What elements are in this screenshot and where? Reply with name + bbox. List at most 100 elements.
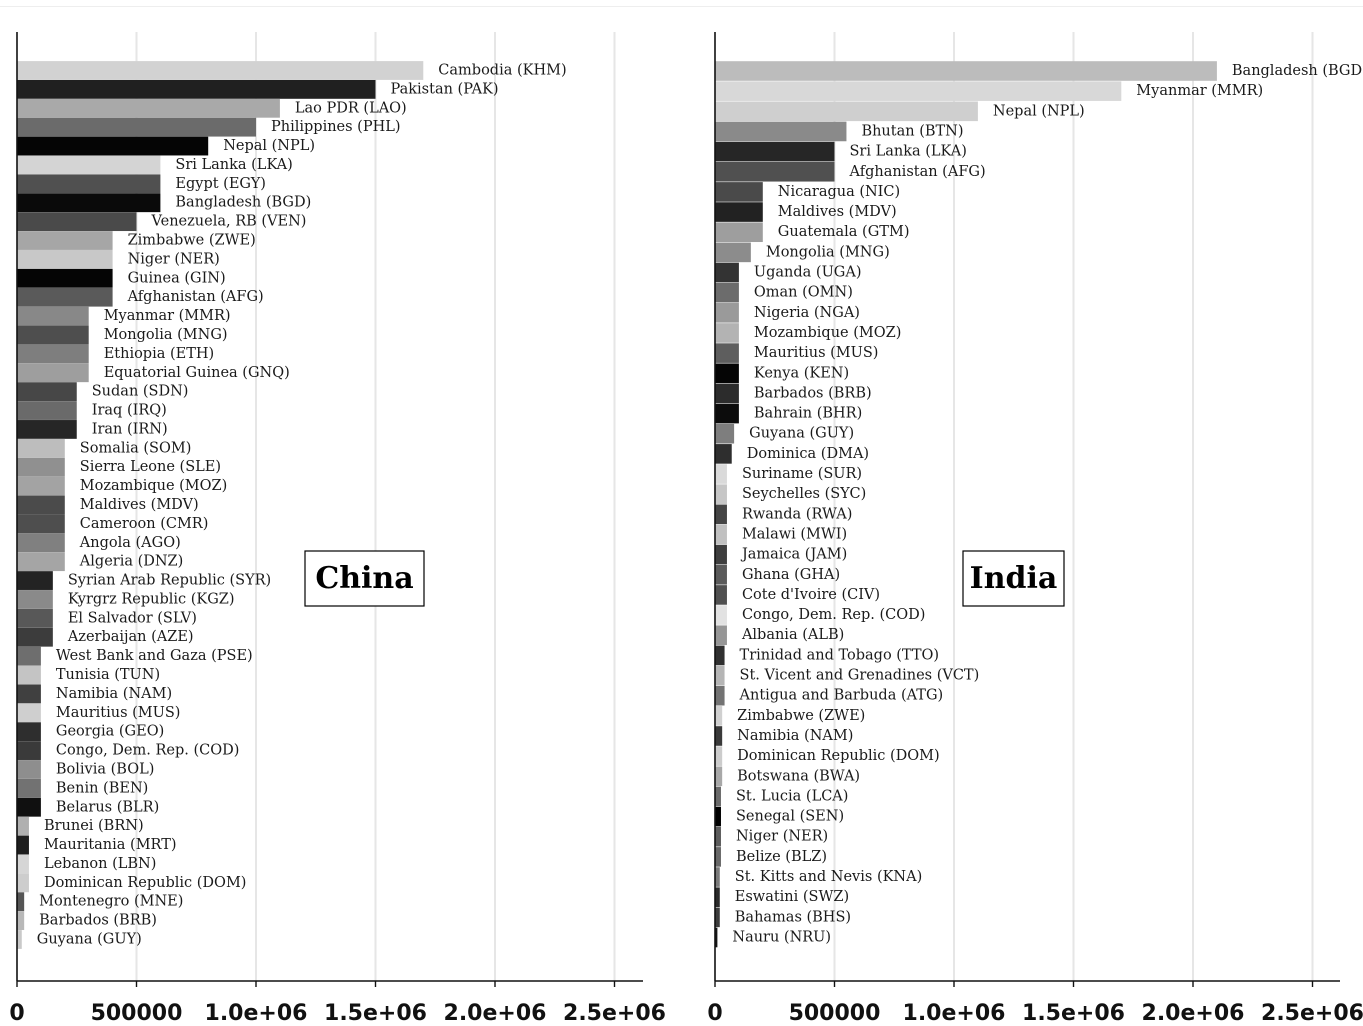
- china-bar-label: Mozambique (MOZ): [80, 478, 227, 494]
- china-panel-title: China: [315, 561, 413, 596]
- china-bar-label: Mauritania (MRT): [44, 837, 177, 853]
- china-panel: Cambodia (KHM) Pakistan (PAK) Lao PDR (LAO…: [9, 32, 666, 1026]
- india-bar-label: St. Vicent and Grenadines (VCT): [740, 668, 980, 684]
- china-bar: [17, 816, 29, 836]
- india-bar-label: Mozambique (MOZ): [754, 325, 901, 341]
- india-bar: [715, 222, 763, 243]
- india-bar-label: Dominican Republic (DOM): [737, 748, 940, 764]
- india-bar-label: Namibia (NAM): [737, 728, 853, 744]
- india-bar: [715, 907, 720, 928]
- china-bar: [17, 174, 161, 194]
- india-bar: [715, 262, 739, 283]
- india-bar: [715, 665, 725, 686]
- india-bar: [715, 282, 739, 303]
- india-bar-label: Suriname (SUR): [742, 466, 862, 482]
- india-bar: [715, 605, 727, 625]
- india-bar: [715, 927, 718, 948]
- india-bar-label: Nepal (NPL): [993, 103, 1085, 119]
- china-bar: [17, 382, 77, 402]
- china-bar-label: Tunisia (TUN): [56, 667, 160, 683]
- china-bar-label: Cambodia (KHM): [438, 63, 566, 79]
- india-bar: [715, 464, 727, 484]
- china-bar-label: Brunei (BRN): [44, 818, 144, 834]
- china-bar: [17, 533, 65, 553]
- china-bar-label: Myanmar (MMR): [104, 308, 231, 324]
- india-bar-label: Mauritius (MUS): [754, 345, 879, 361]
- china-bar-label: Lao PDR (LAO): [295, 100, 407, 116]
- india-bar-label: St. Kitts and Nevis (KNA): [735, 869, 922, 885]
- china-bar-label: Azerbaijan (AZE): [67, 629, 194, 645]
- india-tick-label: 1.5e+06: [1022, 1001, 1125, 1026]
- china-bar: [17, 684, 41, 704]
- china-bar: [17, 250, 113, 269]
- china-bar-label: Egypt (EGY): [175, 176, 266, 192]
- china-bar-label: Lebanon (LBN): [44, 856, 156, 872]
- india-tick-label: 2.0e+06: [1142, 1001, 1245, 1026]
- india-bar: [715, 685, 725, 706]
- india-bar-label: Nicaragua (NIC): [778, 184, 900, 200]
- china-bar: [17, 930, 22, 949]
- india-bar-label: Dominica (DMA): [747, 446, 869, 462]
- china-bar-label: Algeria (DNZ): [79, 554, 184, 570]
- india-bar-label: Barbados (BRB): [754, 385, 872, 401]
- china-bar-label: Philippines (PHL): [271, 119, 401, 135]
- china-bar: [17, 741, 41, 760]
- china-bar: [17, 306, 89, 326]
- india-bar: [715, 746, 723, 766]
- india-bar: [715, 423, 735, 444]
- china-bar-label: Maldives (MDV): [80, 497, 199, 513]
- india-bar-label: Antigua and Barbuda (ATG): [739, 688, 944, 704]
- india-axes: [714, 32, 1340, 982]
- india-bar: [715, 383, 739, 404]
- india-bar: [715, 564, 727, 585]
- china-bar-label: Niger (NER): [128, 251, 220, 267]
- india-bar: [715, 242, 751, 263]
- india-bar: [715, 766, 723, 787]
- india-bar-label: Bangladesh (BGD): [1232, 63, 1363, 79]
- china-bar: [17, 778, 41, 798]
- india-bar-label: Mongolia (MNG): [766, 244, 890, 260]
- china-bar: [17, 590, 53, 609]
- china-bar: [17, 193, 161, 213]
- china-bar: [17, 79, 376, 99]
- india-bar-label: Kenya (KEN): [754, 365, 849, 381]
- china-bar-label: Syrian Arab Republic (SYR): [68, 573, 271, 589]
- china-bar-label: Barbados (BRB): [39, 913, 157, 929]
- china-bar: [17, 401, 77, 420]
- china-bar: [17, 268, 113, 288]
- india-bar: [715, 121, 847, 142]
- india-tick-label: 500000: [789, 1001, 881, 1026]
- india-bar: [715, 625, 727, 646]
- china-bar: [17, 514, 65, 534]
- china-bar: [17, 61, 424, 80]
- china-bar-label: West Bank and Gaza (PSE): [56, 648, 253, 664]
- india-bar: [715, 141, 835, 162]
- china-bar-label: Somalia (SOM): [80, 440, 192, 456]
- india-bar-label: Bahrain (BHR): [754, 406, 862, 422]
- china-bar-label: Belarus (BLR): [56, 799, 159, 815]
- china-bar: [17, 231, 113, 250]
- india-bar: [715, 81, 1122, 101]
- china-bar: [17, 212, 137, 232]
- china-bar-label: Dominican Republic (DOM): [44, 875, 247, 891]
- india-bar: [715, 504, 727, 525]
- china-bar-label: Afghanistan (AFG): [127, 289, 264, 305]
- india-bar-label: Seychelles (SYC): [742, 486, 866, 502]
- china-bar-label: Angola (AGO): [79, 535, 181, 551]
- india-bar: [715, 61, 1217, 81]
- india-bar: [715, 726, 723, 746]
- china-bar-label: Georgia (GEO): [56, 724, 164, 740]
- china-bar-label: Equatorial Guinea (GNQ): [104, 365, 290, 381]
- india-bar-label: Malawi (MWI): [742, 526, 847, 542]
- india-tick-label: 2.5e+06: [1261, 1001, 1363, 1026]
- india-panel: Bangladesh (BGD) Myanmar (MMR) Nepal (NPL)…: [707, 32, 1363, 1026]
- india-bar: [715, 806, 721, 827]
- india-bar: [715, 585, 727, 605]
- china-bar-label: Mauritius (MUS): [56, 705, 181, 721]
- india-bar: [715, 403, 739, 424]
- india-bar-label: Belize (BLZ): [736, 849, 827, 865]
- india-bar: [715, 524, 727, 545]
- china-bar: [17, 325, 89, 345]
